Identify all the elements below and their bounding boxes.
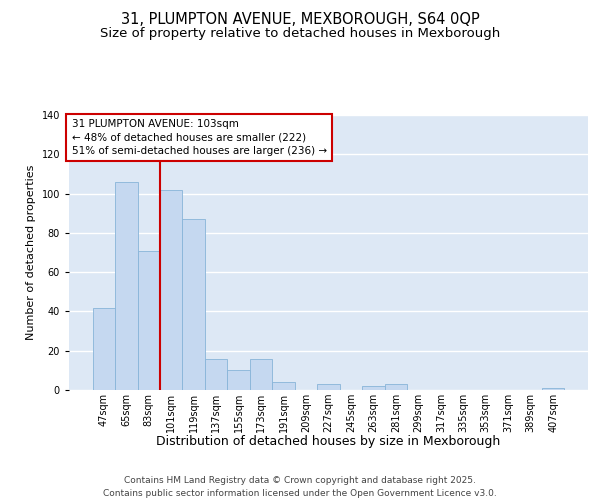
- Text: 31 PLUMPTON AVENUE: 103sqm
← 48% of detached houses are smaller (222)
51% of sem: 31 PLUMPTON AVENUE: 103sqm ← 48% of deta…: [71, 119, 327, 156]
- Bar: [542, 388, 565, 390]
- Bar: [362, 386, 385, 390]
- Y-axis label: Number of detached properties: Number of detached properties: [26, 165, 36, 340]
- Bar: [205, 358, 227, 390]
- Bar: [137, 250, 160, 390]
- X-axis label: Distribution of detached houses by size in Mexborough: Distribution of detached houses by size …: [157, 435, 500, 448]
- Bar: [160, 190, 182, 390]
- Bar: [227, 370, 250, 390]
- Text: 31, PLUMPTON AVENUE, MEXBOROUGH, S64 0QP: 31, PLUMPTON AVENUE, MEXBOROUGH, S64 0QP: [121, 12, 479, 28]
- Bar: [115, 182, 137, 390]
- Bar: [317, 384, 340, 390]
- Bar: [250, 358, 272, 390]
- Bar: [182, 219, 205, 390]
- Bar: [385, 384, 407, 390]
- Text: Contains HM Land Registry data © Crown copyright and database right 2025.
Contai: Contains HM Land Registry data © Crown c…: [103, 476, 497, 498]
- Bar: [92, 308, 115, 390]
- Bar: [272, 382, 295, 390]
- Text: Size of property relative to detached houses in Mexborough: Size of property relative to detached ho…: [100, 28, 500, 40]
